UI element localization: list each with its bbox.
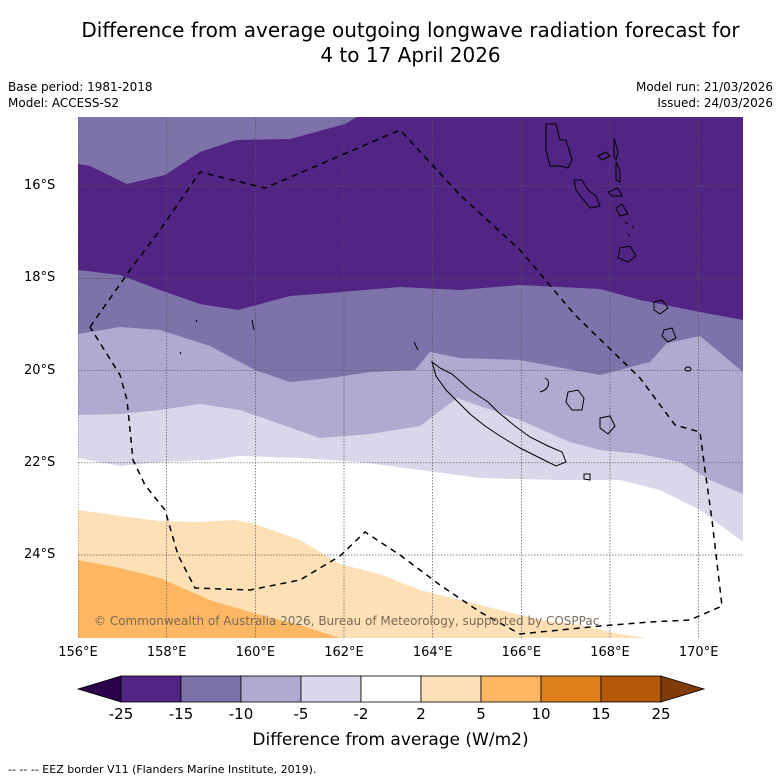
eez-footnote: -- -- -- EEZ border V11 (Flanders Marine… — [8, 763, 317, 776]
title-line-2: 4 to 17 April 2026 — [320, 43, 501, 67]
new-caledonia — [431, 360, 567, 467]
loyalty-island-ouvea — [539, 377, 550, 393]
colorbar-segment — [360, 675, 422, 703]
vanuatu-ambrym — [607, 187, 623, 197]
colorbar-under-arrow — [76, 675, 122, 703]
walpole-islet — [583, 473, 591, 481]
vanuatu-espiritu-santo — [545, 123, 573, 169]
vanuatu-tanna — [661, 327, 677, 343]
lon-tick-label: 156°E — [58, 645, 98, 660]
colorbar-segment — [240, 675, 302, 703]
lon-tick-label: 170°E — [678, 645, 719, 660]
vanuatu-erromango — [653, 299, 669, 315]
lon-tick-label: 158°E — [146, 645, 187, 660]
lat-tick-label: 22°S — [24, 454, 56, 470]
colorbar-title: Difference from average (W/m2) — [252, 730, 529, 750]
colorbar-tick-label: 5 — [476, 705, 486, 723]
new-caledonia-north-islet — [413, 341, 419, 351]
base-period: Base period: 1981-2018 — [8, 80, 153, 94]
lat-tick-label: 24°S — [24, 547, 56, 562]
issued-date: Issued: 24/03/2026 — [657, 96, 773, 110]
colorbar-tick-label: 25 — [651, 705, 671, 723]
vanuatu-pentecost — [615, 161, 621, 183]
colorbar-segment — [300, 675, 362, 703]
loyalty-island-mare — [599, 415, 616, 435]
band-pos5-pos10 — [78, 560, 340, 638]
lat-tick-label: 20°S — [24, 362, 56, 378]
colorbar-tick-label: -5 — [293, 705, 309, 723]
vanuatu-efate — [617, 245, 637, 263]
colorbar-segment — [420, 675, 482, 703]
colorbar-segment — [180, 675, 242, 703]
colorbar-segment — [540, 675, 602, 703]
colorbar — [76, 675, 706, 703]
band-pos2-pos5 — [78, 510, 743, 638]
vanuatu-epi — [615, 203, 629, 217]
loyalty-island-lifou — [565, 389, 585, 411]
colorbar-segment — [120, 675, 182, 703]
band-neg25-neg15 — [78, 117, 743, 320]
colorbar-tick-label: -15 — [168, 705, 194, 723]
colorbar-tick-label: -2 — [353, 705, 369, 723]
chart-title: Difference from average outgoing longwav… — [0, 18, 781, 68]
model-run: Model run: 21/03/2026 — [635, 80, 773, 94]
copyright-notice: © Commonwealth of Australia 2026, Bureau… — [94, 614, 600, 628]
title-line-1: Difference from average outgoing longwav… — [81, 18, 740, 42]
colorbar-tick-label: -10 — [228, 705, 254, 723]
vanuatu-maewo — [613, 137, 619, 162]
vanuatu-aneityum — [684, 366, 692, 372]
lon-tick-label: 160°E — [235, 645, 276, 660]
colorbar-over-arrow — [660, 675, 706, 703]
model-name: Model: ACCESS-S2 — [8, 96, 120, 110]
vanuatu-small-islets — [624, 221, 635, 237]
colorbar-tick-label: 15 — [591, 705, 611, 723]
lon-tick-label: 166°E — [501, 645, 542, 660]
meta-right: Model run: 21/03/2026 Issued: 24/03/2026 — [636, 79, 773, 111]
colorbar-tick-label: 2 — [416, 705, 426, 723]
vanuatu-ambae — [597, 151, 611, 161]
colorbar-segment — [600, 675, 662, 703]
meta-left: Base period: 1981-2018 Model: ACCESS-S2 — [8, 79, 153, 111]
lon-tick-label: 162°E — [324, 645, 364, 660]
lon-tick-label: 164°E — [412, 645, 453, 660]
lat-tick-label: 16°S — [24, 178, 56, 194]
chesterfield-islets — [179, 319, 255, 355]
colorbar-tick-label: 10 — [531, 705, 551, 723]
colorbar-tick-label: -25 — [108, 705, 134, 723]
lon-tick-label: 168°E — [590, 645, 630, 660]
colorbar-segment — [480, 675, 542, 703]
vanuatu-malekula — [573, 179, 601, 209]
lat-tick-label: 18°S — [24, 270, 56, 286]
